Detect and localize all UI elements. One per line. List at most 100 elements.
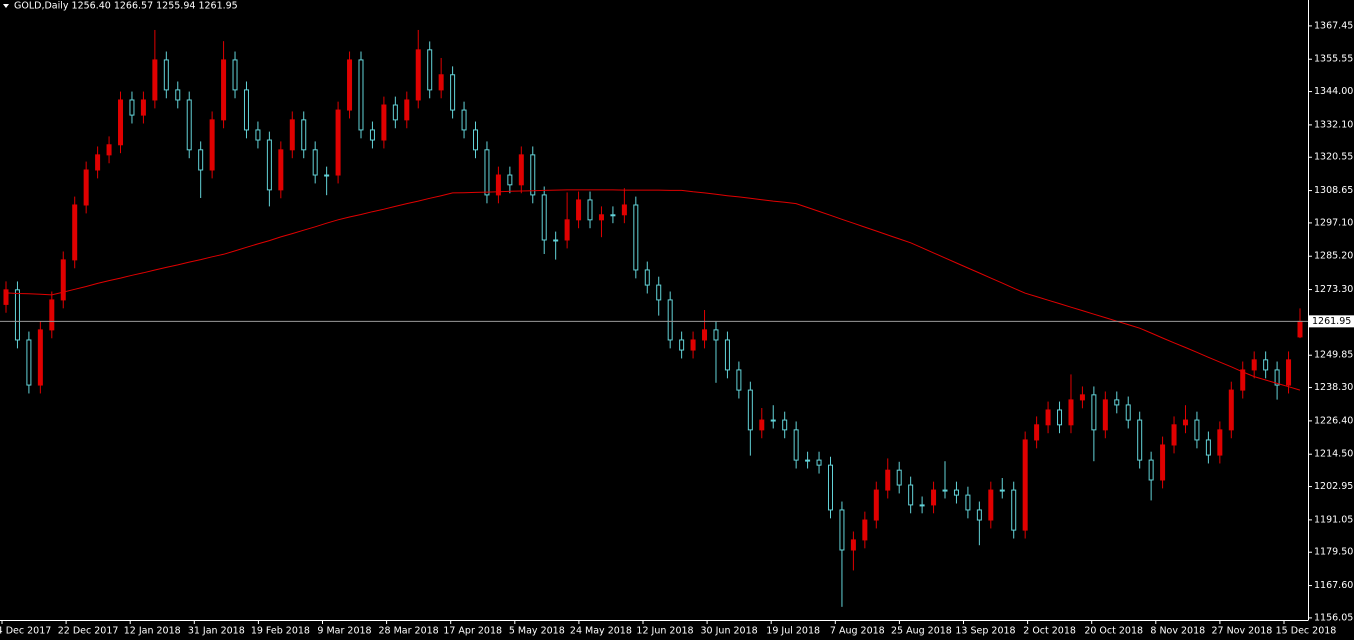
candle-body <box>1160 444 1166 481</box>
candle-body <box>1011 489 1017 531</box>
candle-body <box>473 129 479 151</box>
candle-body <box>1217 429 1223 456</box>
candle-body <box>1148 459 1154 481</box>
candle-body <box>1034 424 1040 441</box>
candle-body <box>1274 369 1280 386</box>
candle-body <box>26 339 32 386</box>
candle-body <box>312 149 318 176</box>
current-price-label: 1261.95 <box>1312 316 1351 327</box>
candle-body <box>1022 439 1028 531</box>
y-tick-label: 1202.95 <box>1314 481 1353 492</box>
candle-body <box>95 154 101 171</box>
candle-body <box>1091 394 1097 431</box>
candle-body <box>1045 409 1051 426</box>
candle-body <box>347 59 353 111</box>
x-tick-label: 25 Aug 2018 <box>891 626 952 637</box>
candle-body <box>1137 419 1143 461</box>
candle-body <box>1079 394 1085 401</box>
candle-body <box>289 119 295 151</box>
y-tick-label: 1308.65 <box>1314 185 1353 196</box>
y-tick-label: 1226.40 <box>1314 415 1353 426</box>
y-tick-label: 1332.10 <box>1314 119 1353 130</box>
x-tick-label: 31 Jan 2018 <box>188 626 245 637</box>
candle-body <box>266 139 272 191</box>
x-tick-label: 19 Jul 2018 <box>766 626 820 637</box>
candle-body <box>644 269 650 286</box>
x-tick-label: 30 Jun 2018 <box>701 626 758 637</box>
candle-body <box>1171 424 1177 446</box>
x-tick-label: 7 Aug 2018 <box>830 626 885 637</box>
candle-body <box>232 59 238 91</box>
candle-body <box>919 504 925 507</box>
candle-body <box>461 109 467 131</box>
x-tick-label: 13 Sep 2018 <box>955 626 1015 637</box>
candle-body <box>358 59 364 131</box>
candle-body <box>221 59 227 121</box>
x-tick-label: 28 Mar 2018 <box>378 626 438 637</box>
candle-body <box>1057 409 1063 426</box>
candle-body <box>805 459 811 462</box>
candle-body <box>576 199 582 221</box>
candle-body <box>587 199 593 221</box>
x-tick-label: 17 Apr 2018 <box>443 626 502 637</box>
candle-body <box>541 194 547 241</box>
candle-body <box>37 329 43 386</box>
candle-body <box>3 289 9 305</box>
candle-body <box>724 339 730 371</box>
candle-body <box>736 369 742 391</box>
candle-body <box>507 174 513 186</box>
candle-body <box>850 539 856 551</box>
candle-body <box>335 109 341 176</box>
candle-body <box>770 419 776 422</box>
candle-body <box>564 219 570 241</box>
x-tick-label: 5 May 2018 <box>509 626 565 637</box>
candle-body <box>862 519 868 541</box>
candle-body <box>324 174 330 177</box>
candle-body <box>163 59 169 91</box>
y-tick-label: 1214.50 <box>1314 449 1353 460</box>
y-tick-label: 1249.85 <box>1314 350 1353 361</box>
x-tick-label: 19 Feb 2018 <box>251 626 310 637</box>
candle-body <box>1286 359 1292 386</box>
candle-body <box>713 329 719 341</box>
candle-body <box>118 99 124 146</box>
x-tick-label: 12 Jun 2018 <box>636 626 693 637</box>
candle-body <box>1240 369 1246 391</box>
y-tick-label: 1191.05 <box>1314 514 1353 525</box>
candle-body <box>530 154 536 196</box>
candle-body <box>72 204 78 261</box>
x-tick-label: 12 Jan 2018 <box>124 626 181 637</box>
x-tick-label: 2 Oct 2018 <box>1023 626 1076 637</box>
candle-body <box>49 299 55 331</box>
candle-body <box>1251 359 1257 371</box>
moving-average <box>5 189 1301 391</box>
candle-body <box>621 204 627 216</box>
y-tick-label: 1320.55 <box>1314 152 1353 163</box>
x-tick-label: 8 Nov 2018 <box>1150 626 1205 637</box>
chart-header: GOLD,Daily 1256.40 1266.57 1255.94 1261.… <box>14 1 238 12</box>
candle-body <box>885 469 891 491</box>
candle-body <box>908 484 914 506</box>
x-tick-label: 15 Dec 2018 <box>1276 626 1337 637</box>
candle-body <box>690 339 696 351</box>
y-tick-label: 1156.05 <box>1314 612 1353 623</box>
candle-body <box>243 89 249 131</box>
candle-body <box>976 509 982 521</box>
candle-body <box>1297 320 1303 338</box>
candle-body <box>1102 399 1108 431</box>
candle-body <box>633 204 639 271</box>
candle-body <box>873 489 879 521</box>
candle-body <box>931 489 937 506</box>
menu-arrow[interactable] <box>3 4 9 8</box>
candle-body <box>301 119 307 151</box>
candle-body <box>1205 439 1211 456</box>
candle-body <box>702 329 708 341</box>
candle-body <box>965 494 971 511</box>
y-tick-label: 1179.50 <box>1314 547 1353 558</box>
candle-body <box>427 49 433 91</box>
candle-body <box>782 419 788 431</box>
candle-body <box>209 119 215 171</box>
y-tick-label: 1167.60 <box>1314 580 1353 591</box>
candle-body <box>438 74 444 91</box>
